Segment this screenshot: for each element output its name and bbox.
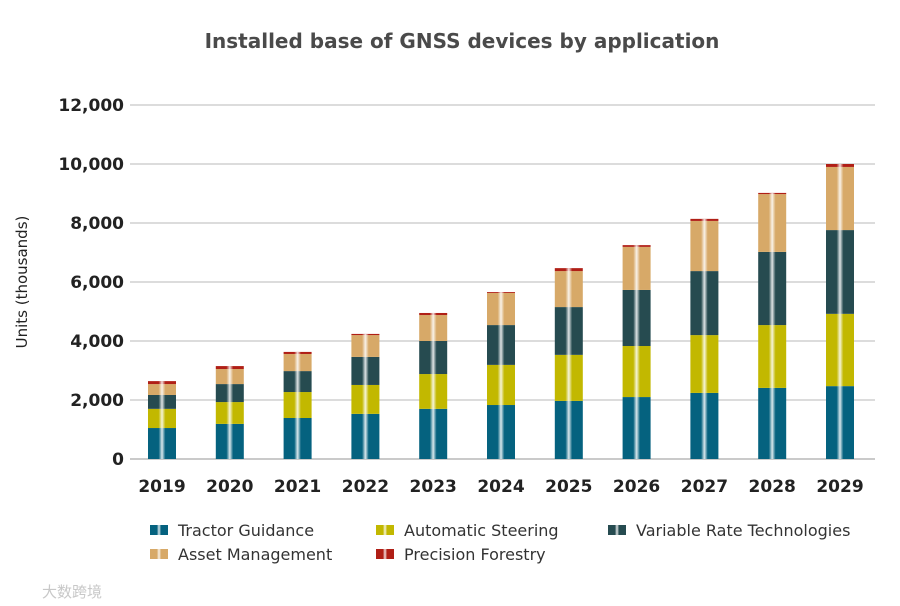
y-tick-label: 4,000 xyxy=(70,332,124,352)
y-tick-label: 8,000 xyxy=(70,214,124,234)
legend-item: Automatic Steering xyxy=(376,521,559,540)
y-tick-label: 6,000 xyxy=(70,273,124,293)
y-axis-label: Units (thousands) xyxy=(13,216,31,349)
x-tick-label: 2022 xyxy=(342,477,389,497)
bar-stack-2028 xyxy=(758,192,787,459)
x-tick-label: 2028 xyxy=(749,477,796,497)
x-tick-label: 2025 xyxy=(545,477,592,497)
bar-highlight xyxy=(758,192,787,459)
legend-label: Tractor Guidance xyxy=(177,521,314,540)
bar-highlight xyxy=(826,164,854,459)
y-tick-label: 12,000 xyxy=(58,96,124,116)
y-tick-label: 0 xyxy=(112,450,124,470)
bar-stack-2021 xyxy=(283,351,312,459)
bar-stack-2024 xyxy=(487,292,515,459)
legend-label: Automatic Steering xyxy=(404,521,559,540)
y-tick-label: 10,000 xyxy=(58,155,124,175)
bar-highlight xyxy=(215,366,244,459)
chart-title: Installed base of GNSS devices by applic… xyxy=(205,29,720,53)
x-tick-label: 2019 xyxy=(138,477,185,497)
legend-swatch-highlight xyxy=(150,525,168,535)
legend-swatch-highlight xyxy=(150,549,168,559)
legend-item: Variable Rate Technologies xyxy=(608,521,850,540)
legend-swatch-highlight xyxy=(608,525,626,535)
bar-highlight xyxy=(351,333,380,459)
x-tick-label: 2021 xyxy=(274,477,321,497)
bar-stack-2020 xyxy=(215,366,244,459)
x-tick-label: 2020 xyxy=(206,477,253,497)
bar-stack-2029 xyxy=(826,164,854,459)
bar-highlight xyxy=(487,292,515,459)
x-tick-label: 2026 xyxy=(613,477,660,497)
x-tick-label: 2024 xyxy=(477,477,524,497)
bar-highlight xyxy=(690,218,719,459)
x-tick-label: 2027 xyxy=(681,477,728,497)
legend-swatch-highlight xyxy=(376,525,394,535)
x-tick-label: 2029 xyxy=(816,477,863,497)
y-tick-label: 2,000 xyxy=(70,391,124,411)
bar-stack-2019 xyxy=(148,381,176,459)
bar-highlight xyxy=(622,245,651,459)
bar-highlight xyxy=(554,268,583,459)
legend-item: Tractor Guidance xyxy=(150,521,314,540)
x-tick-label: 2023 xyxy=(410,477,457,497)
bar-stack-2027 xyxy=(690,218,719,459)
bar-stack-2022 xyxy=(351,333,380,459)
legend-label: Precision Forestry xyxy=(404,545,546,564)
bar-highlight xyxy=(148,381,176,459)
bar-highlight xyxy=(419,312,448,459)
bar-stack-2023 xyxy=(419,312,448,459)
legend-label: Variable Rate Technologies xyxy=(636,521,850,540)
bar-stack-2025 xyxy=(554,268,583,459)
legend-item: Asset Management xyxy=(150,545,332,564)
legend-swatch-highlight xyxy=(376,549,394,559)
legend-label: Asset Management xyxy=(178,545,332,564)
legend-item: Precision Forestry xyxy=(376,545,546,564)
bar-stack-2026 xyxy=(622,245,651,459)
watermark: 大数跨境 xyxy=(42,583,102,601)
bar-highlight xyxy=(283,351,312,459)
